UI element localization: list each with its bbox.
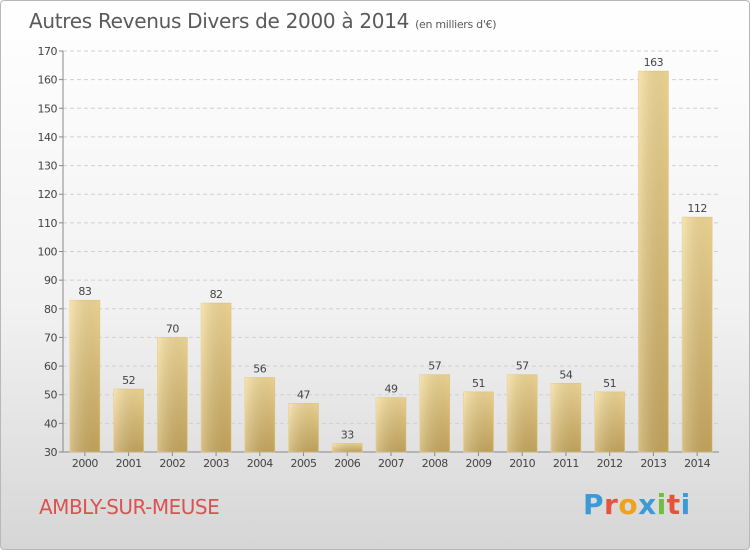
y-tick-label: 50 (44, 389, 57, 402)
bar-shade-2007 (376, 397, 406, 452)
value-label: 163 (644, 56, 664, 69)
bar-shade-2014 (682, 217, 713, 452)
title-main: Autres Revenus Divers de 2000 à 2014 (29, 9, 410, 33)
value-label: 83 (78, 285, 91, 298)
x-tick-label: 2014 (684, 457, 710, 470)
x-tick-label: 2001 (116, 457, 142, 470)
bar-shade-2002 (157, 337, 188, 452)
y-tick-label: 130 (38, 160, 58, 173)
value-label: 33 (341, 428, 354, 441)
y-tick-label: 40 (44, 417, 57, 430)
x-tick-label: 2007 (378, 457, 404, 470)
x-tick-label: 2008 (422, 457, 448, 470)
value-label: 57 (428, 360, 441, 373)
bar-shade-2011 (550, 383, 581, 452)
y-tick-label: 70 (44, 331, 57, 344)
bar-shade-2004 (244, 377, 275, 452)
y-tick-label: 170 (38, 45, 58, 58)
x-tick-label: 2011 (553, 457, 579, 470)
logo-letter: i (680, 488, 691, 521)
bar-shade-2010 (507, 374, 538, 452)
bar-shade-2009 (463, 391, 494, 452)
logo-letter: x (638, 488, 657, 521)
logo-letter: i (656, 488, 667, 521)
y-tick-label: 140 (38, 131, 58, 144)
bar-shade-2001 (113, 388, 144, 452)
logo-letter: r (604, 488, 619, 521)
bar-shade-2003 (201, 303, 232, 452)
axis-layer: 30 40 50 60 70 80 90 100 110 120 130 140 150 160 170 (38, 45, 719, 459)
bar-layer (69, 70, 713, 453)
y-tick-label: 90 (44, 274, 57, 287)
x-tick-label: 2009 (465, 457, 491, 470)
value-label: 51 (603, 377, 616, 390)
y-tick-label: 110 (38, 217, 58, 230)
proxiti-logo: Proxiti (583, 488, 691, 521)
place-name: AMBLY-SUR-MEUSE (39, 495, 220, 519)
value-label: 70 (166, 322, 179, 335)
y-tick-label: 150 (38, 102, 58, 115)
x-tick-label: 2000 (72, 457, 98, 470)
label-layer: 83 2000 52 2001 70 2002 82 2003 56 2004 47 2005 33 20… (72, 56, 711, 470)
y-tick-label: 60 (44, 360, 57, 373)
x-tick-label: 2003 (203, 457, 229, 470)
value-label: 51 (472, 377, 485, 390)
bar-shade-2012 (594, 391, 625, 452)
x-tick-label: 2010 (509, 457, 535, 470)
value-label: 112 (687, 202, 707, 215)
value-label: 57 (516, 360, 529, 373)
y-tick-label: 100 (38, 246, 58, 259)
bar-shade-2006 (332, 443, 363, 452)
x-tick-label: 2005 (291, 457, 317, 470)
x-tick-label: 2002 (159, 457, 185, 470)
y-tick-label: 30 (44, 446, 57, 459)
value-label: 52 (122, 374, 135, 387)
value-label: 54 (559, 368, 572, 381)
y-tick-label: 160 (38, 74, 58, 87)
title-unit: (en milliers d'€) (415, 18, 497, 31)
logo-letter: o (618, 488, 639, 521)
logo-letter: P (583, 488, 605, 521)
value-label: 47 (297, 388, 310, 401)
chart-title: Autres Revenus Divers de 2000 à 2014 (en … (29, 9, 497, 33)
bar-shade-2008 (419, 374, 450, 452)
x-tick-label: 2012 (597, 457, 623, 470)
x-tick-label: 2006 (334, 457, 360, 470)
value-label: 82 (210, 288, 223, 301)
bar-shade-2000 (69, 300, 100, 452)
bar-shade-2013 (638, 71, 669, 453)
logo-letter: t (666, 488, 681, 521)
x-tick-label: 2004 (247, 457, 273, 470)
value-label: 49 (385, 383, 398, 396)
y-tick-label: 120 (38, 188, 58, 201)
value-label: 56 (253, 363, 266, 376)
y-tick-label: 80 (44, 303, 57, 316)
bar-shade-2005 (288, 403, 319, 452)
x-tick-label: 2013 (640, 457, 666, 470)
